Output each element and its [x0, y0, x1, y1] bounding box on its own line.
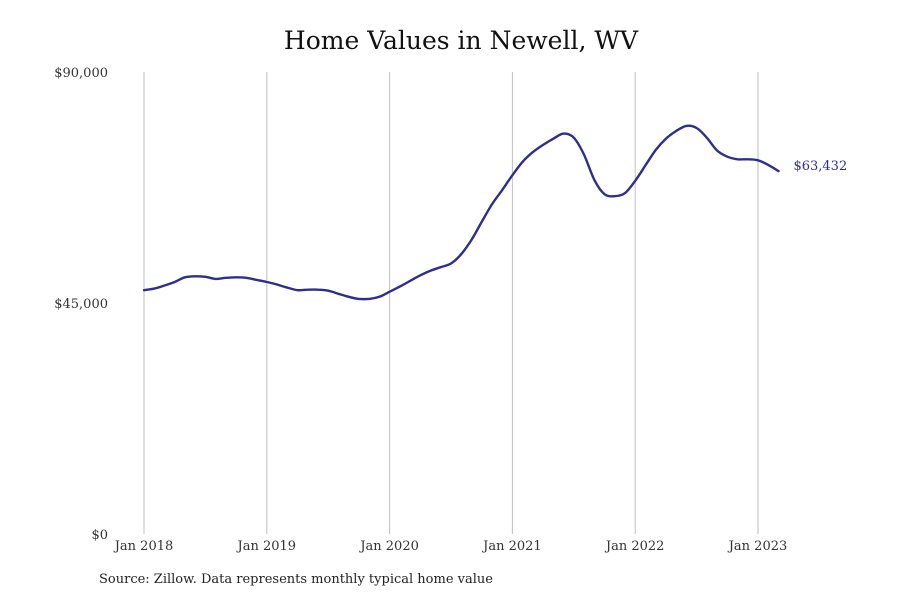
x-tick-label: Jan 2019 — [236, 539, 297, 554]
series-layer: $63,432 — [142, 124, 847, 301]
y-tick-label: $45,000 — [54, 297, 108, 312]
source-note: Source: Zillow. Data represents monthly … — [99, 572, 493, 587]
x-tick-label: Jan 2023 — [727, 539, 788, 554]
x-tick-label: Jan 2018 — [113, 539, 174, 554]
chart-title: Home Values in Newell, WV — [283, 26, 639, 55]
x-tick-label: Jan 2021 — [481, 539, 542, 554]
home-value-line — [142, 124, 780, 301]
y-tick-label: $90,000 — [54, 66, 108, 81]
grid-layer — [143, 72, 759, 534]
x-tick-label: Jan 2020 — [358, 539, 419, 554]
x-tick-label: Jan 2022 — [604, 539, 665, 554]
tick-labels: Jan 2018 Jan 2019 Jan 2020 Jan 2021 Jan 2022… — [54, 66, 787, 554]
end-value-label: $63,432 — [793, 159, 847, 174]
y-tick-label: $0 — [91, 528, 108, 543]
